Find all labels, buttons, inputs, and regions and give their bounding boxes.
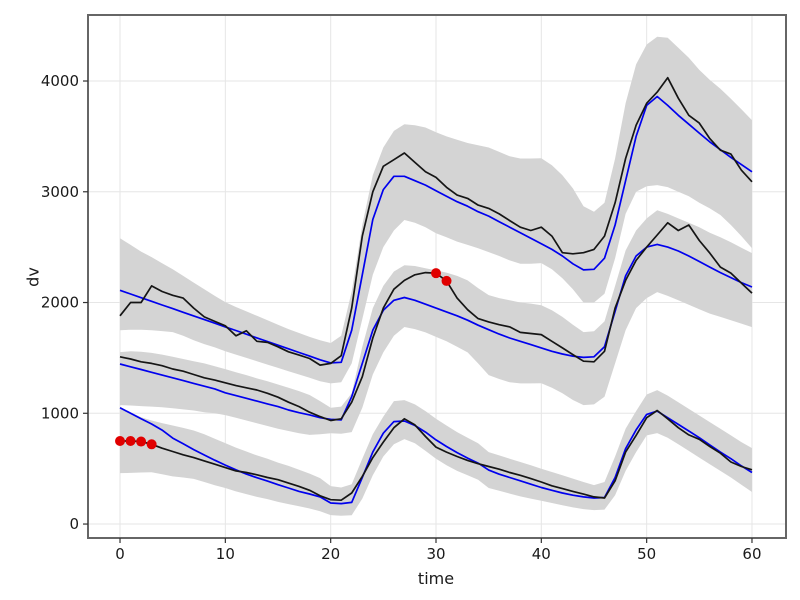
x-tick-label-0: 0 (115, 545, 125, 563)
plot-border (87, 14, 787, 539)
x-tick-label-40: 40 (532, 545, 551, 563)
outlier-dot-group2-mid-t31 (441, 275, 452, 286)
y-tick-label-3000: 3000 (41, 183, 79, 201)
outlier-dot-group1-low-t2 (136, 436, 147, 447)
x-tick-label-20: 20 (321, 545, 340, 563)
x-tick-label-10: 10 (216, 545, 235, 563)
outlier-dot-group1-low-t1 (125, 435, 136, 446)
x-axis-label: time (417, 569, 455, 588)
y-tick-label-1000: 1000 (41, 404, 79, 422)
x-tick-label-60: 60 (742, 545, 761, 563)
uncertainty-band-group3-high (120, 36, 752, 384)
observed-line-group3-high (119, 76, 753, 366)
outlier-dot-group2-mid-t30 (430, 268, 441, 279)
y-tick-label-0: 0 (69, 515, 79, 533)
predicted-line-group1-low (119, 406, 753, 505)
observed-line-group1-low (120, 409, 753, 502)
x-tick-label-30: 30 (426, 545, 445, 563)
uncertainty-band-group2-mid (120, 210, 752, 435)
y-tick-label-2000: 2000 (41, 294, 79, 312)
y-axis-label: dv (23, 267, 43, 287)
y-tick-label-4000: 4000 (41, 72, 79, 90)
outlier-dot-group1-low-t3 (146, 439, 157, 450)
outlier-dot-group1-low-t0 (115, 435, 126, 446)
x-tick-label-50: 50 (637, 545, 656, 563)
